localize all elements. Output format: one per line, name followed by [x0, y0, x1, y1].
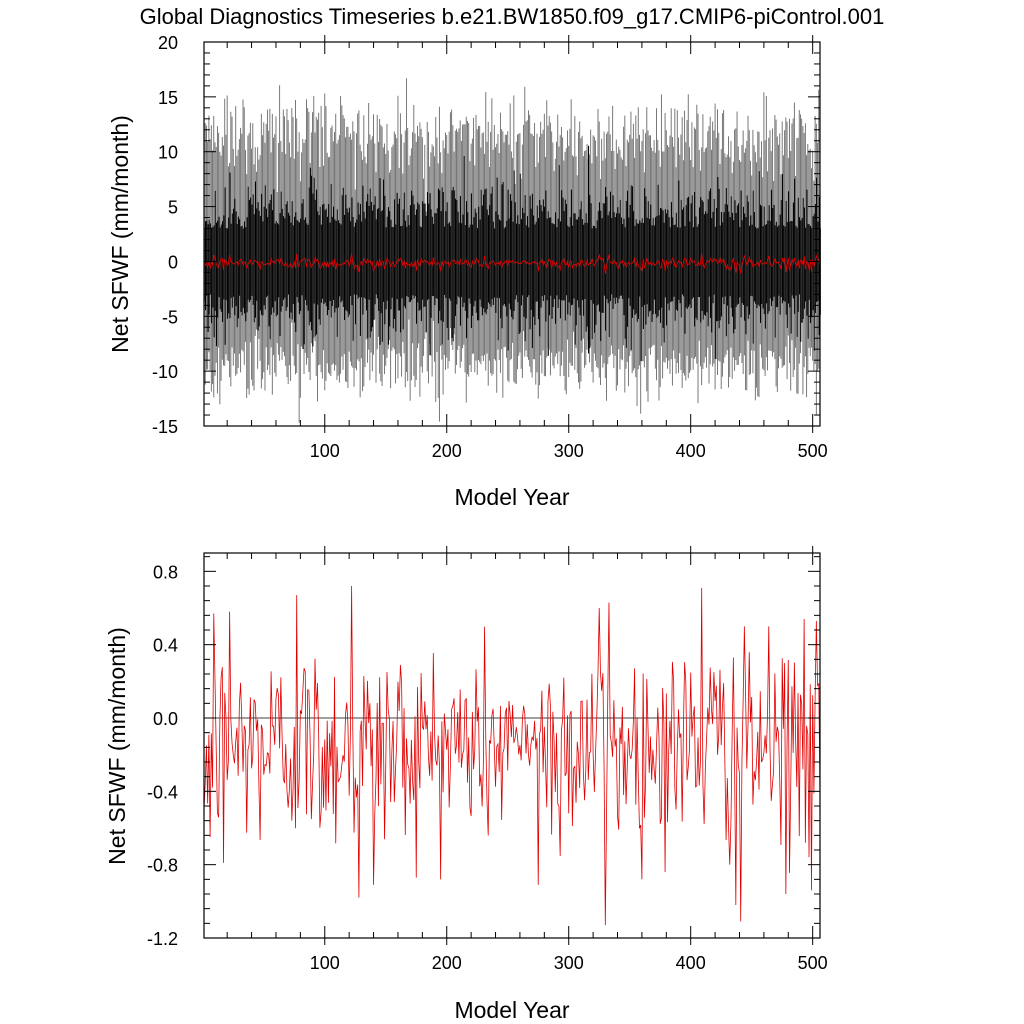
x-tick-label: 500 [798, 441, 828, 461]
y-tick-label: 5 [168, 198, 178, 218]
y-tick-label: 0.8 [153, 562, 178, 582]
y-tick-label: -0.8 [147, 856, 178, 876]
y-tick-label: 15 [158, 88, 178, 108]
x-tick-label: 500 [798, 953, 828, 973]
x-tick-label: 100 [310, 953, 340, 973]
y-axis-label-bottom: Net SFWF (mm/month) [104, 627, 130, 865]
y-tick-label: -10 [152, 362, 178, 382]
x-tick-label: 400 [676, 441, 706, 461]
x-tick-label: 300 [554, 441, 584, 461]
x-tick-label: 300 [554, 953, 584, 973]
x-tick-label: 200 [432, 953, 462, 973]
x-axis-label-bottom: Model Year [454, 997, 569, 1023]
panel-monthly: 100 200 300 400 500 -15 -10 -5 0 5 10 15 20 Model Ye… [107, 33, 828, 510]
monthly-series-line [203, 78, 821, 423]
plot-frame-top [203, 41, 821, 427]
y-tick-label: -0.4 [147, 782, 178, 802]
y-tick-label: 0 [168, 252, 178, 272]
x-tick-label: 200 [432, 441, 462, 461]
y-tick-label: -1.2 [147, 929, 178, 949]
x-axis-label-top: Model Year [454, 484, 569, 510]
y-tick-label: 10 [158, 143, 178, 163]
x-tick-label: 100 [310, 441, 340, 461]
ticks-top: 100 200 300 400 500 -15 -10 -5 0 5 10 15 20 [152, 33, 828, 461]
annual-mean-series-line [203, 585, 821, 926]
y-tick-label: 0.4 [153, 636, 178, 656]
y-tick-label: 20 [158, 33, 178, 53]
plot-frame-bottom [203, 552, 821, 939]
ticks-bottom: 100 200 300 400 500 -1.2 -0.8 -0.4 0.0 0.4 0.8 [147, 546, 828, 973]
annual-mean-line-top [203, 253, 821, 274]
annual-mean-line [203, 585, 821, 926]
annual-mean-series-line-top [203, 253, 821, 274]
y-tick-label: -15 [152, 417, 178, 437]
panel-annual: 100 200 300 400 500 -1.2 -0.8 -0.4 0.0 0.4 0.8 Mod… [104, 546, 828, 1023]
x-tick-label: 400 [676, 953, 706, 973]
figure-title: Global Diagnostics Timeseries b.e21.BW18… [140, 4, 885, 29]
y-tick-label: 0.0 [153, 709, 178, 729]
y-tick-label: -5 [162, 307, 178, 327]
y-axis-label-top: Net SFWF (mm/month) [107, 115, 133, 353]
